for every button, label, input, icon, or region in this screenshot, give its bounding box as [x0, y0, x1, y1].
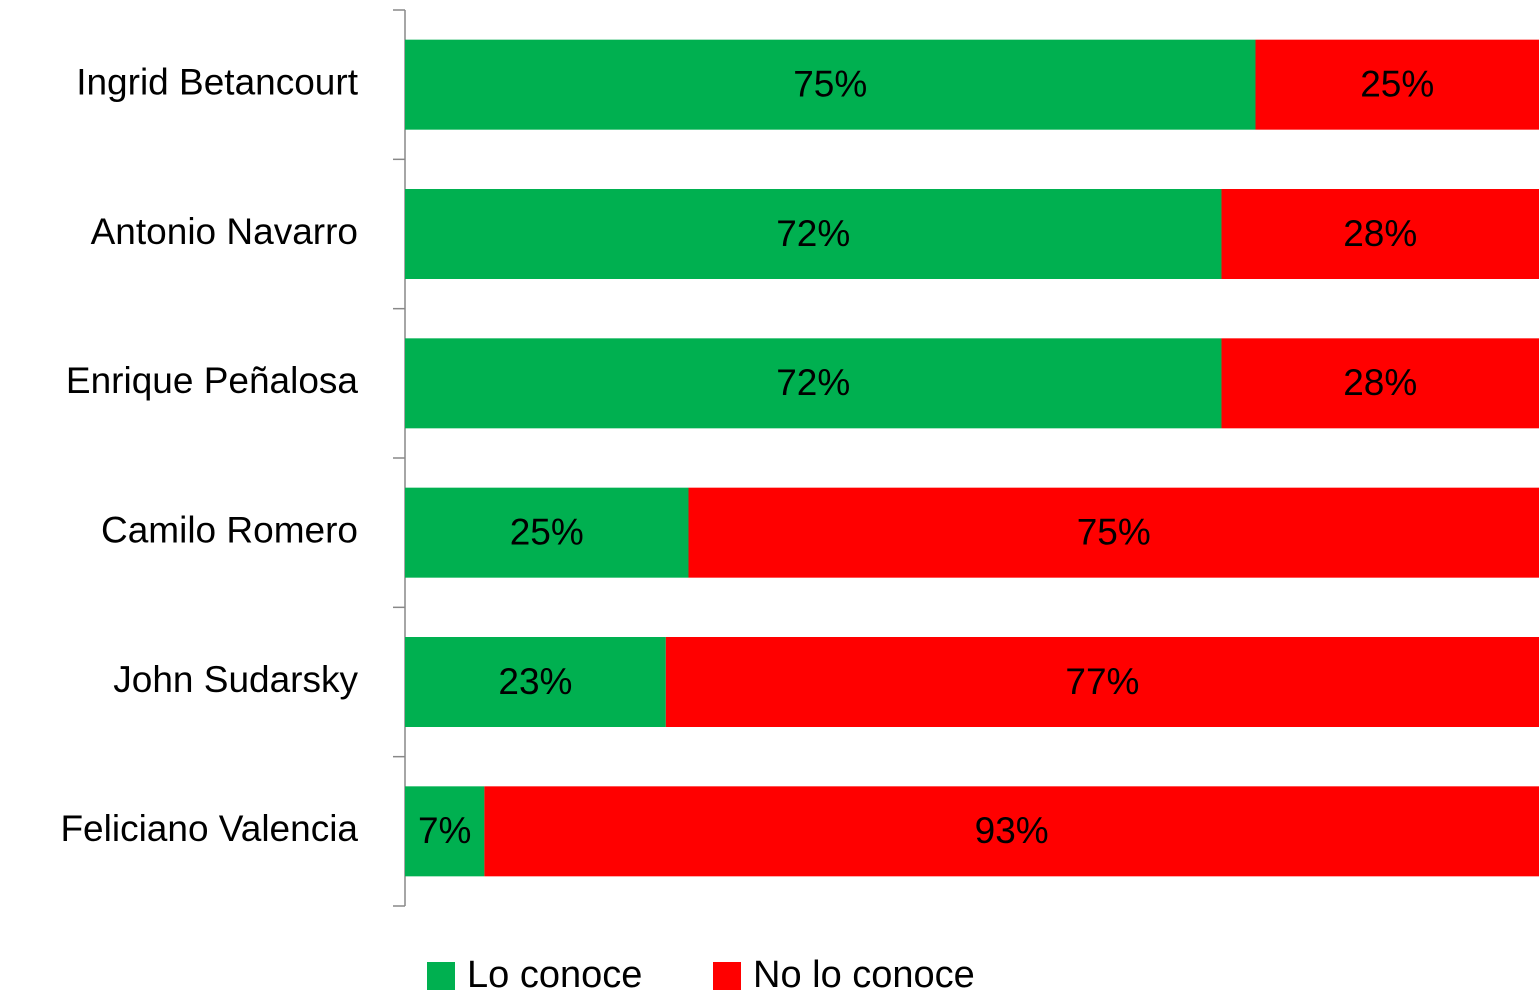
- legend-label: No lo conoce: [753, 954, 975, 995]
- data-label: 25%: [510, 511, 584, 552]
- data-label: 7%: [418, 810, 471, 851]
- bar-segment: [405, 786, 485, 877]
- bar-segment: [688, 487, 1539, 578]
- category-label: John Sudarsky: [113, 659, 358, 700]
- legend-swatch: [713, 962, 741, 990]
- bar-segment: [405, 487, 689, 578]
- bar-segment: [405, 637, 666, 727]
- data-label: 23%: [498, 661, 572, 702]
- bar-segment: [1221, 189, 1539, 279]
- category-label: Camilo Romero: [101, 509, 358, 550]
- category-label: Ingrid Betancourt: [76, 61, 359, 102]
- data-label: 75%: [793, 63, 867, 104]
- data-label: 28%: [1343, 362, 1417, 403]
- bar-segment: [665, 637, 1539, 727]
- bar-segment: [1255, 39, 1539, 130]
- legend-swatch: [427, 962, 455, 990]
- data-label: 72%: [776, 362, 850, 403]
- legend-label: Lo conoce: [467, 954, 642, 995]
- bar-segment: [405, 39, 1256, 130]
- category-label: Antonio Navarro: [91, 211, 358, 252]
- bar-segment: [484, 786, 1539, 877]
- data-label: 72%: [776, 213, 850, 254]
- bar-segment: [405, 338, 1222, 429]
- data-label: 77%: [1065, 661, 1139, 702]
- bar-segment: [405, 189, 1222, 279]
- category-label: Enrique Peñalosa: [66, 360, 359, 401]
- bar-segment: [1221, 338, 1539, 429]
- data-label: 28%: [1343, 213, 1417, 254]
- data-label: 75%: [1077, 511, 1151, 552]
- data-label: 25%: [1360, 63, 1434, 104]
- category-label: Feliciano Valencia: [60, 808, 358, 849]
- data-label: 93%: [975, 810, 1049, 851]
